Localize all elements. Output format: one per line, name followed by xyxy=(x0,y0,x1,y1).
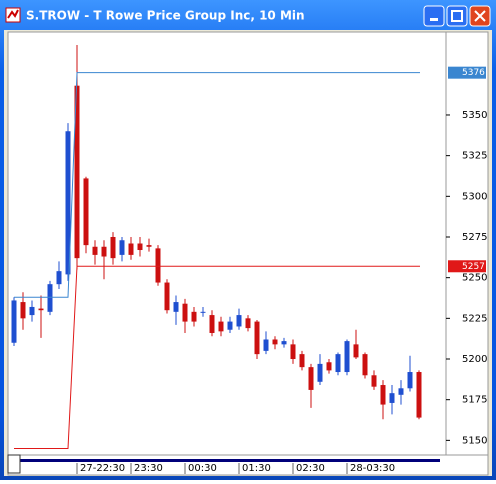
candle-body xyxy=(101,246,107,257)
window-title: S.TROW - T Rowe Price Group Inc, 10 Min xyxy=(26,9,305,23)
candle-body xyxy=(299,354,305,368)
candle-body xyxy=(146,245,152,247)
maximize-button[interactable] xyxy=(446,5,468,27)
window-buttons[interactable] xyxy=(423,5,491,27)
close-glyph xyxy=(474,10,486,22)
candle-body xyxy=(65,131,71,275)
candle-body xyxy=(281,341,287,345)
x-tick-label: 27-22:30 xyxy=(80,463,125,474)
candle-body xyxy=(335,354,341,373)
candle-body xyxy=(191,311,197,322)
plot-area xyxy=(7,31,447,456)
candle-body xyxy=(74,85,80,259)
candle-body xyxy=(110,236,116,259)
price-axis xyxy=(445,31,489,456)
level-label-box xyxy=(448,260,486,273)
candle-body xyxy=(83,178,89,246)
candle-body xyxy=(254,321,260,355)
candle-body xyxy=(353,344,359,358)
y-tick-label: 5175 xyxy=(462,395,487,406)
candle-body xyxy=(164,282,170,311)
maximize-glyph xyxy=(451,10,463,22)
time-scroll-bar[interactable] xyxy=(20,459,440,462)
candle-body xyxy=(380,385,386,405)
candle-body xyxy=(182,303,188,322)
candle-body xyxy=(263,339,269,351)
y-tick-label: 5300 xyxy=(462,191,487,202)
candle-body xyxy=(218,321,224,332)
minimize-button[interactable] xyxy=(423,5,445,27)
level-label-box xyxy=(448,66,486,79)
candle-body xyxy=(245,318,251,329)
level-line xyxy=(14,265,420,449)
level-line xyxy=(14,72,420,298)
y-tick-label: 5275 xyxy=(462,232,487,243)
candle-body xyxy=(11,300,17,343)
candle-body xyxy=(344,341,350,373)
candle-body xyxy=(20,302,26,319)
candle-body xyxy=(137,243,143,251)
candle-body xyxy=(290,344,296,360)
y-tick-label: 5350 xyxy=(462,110,487,121)
level-label: 5376 xyxy=(462,68,485,78)
app-icon-glyph xyxy=(7,9,19,19)
candle-body xyxy=(56,271,62,285)
minimize-glyph xyxy=(430,18,438,21)
candle-body xyxy=(398,388,404,395)
x-tick-label: 28-03:30 xyxy=(350,463,395,474)
candle-body xyxy=(326,362,332,371)
candle-body xyxy=(317,363,323,382)
y-tick-label: 5200 xyxy=(462,354,487,365)
candle-body xyxy=(119,240,125,255)
candle-body xyxy=(200,311,206,313)
x-tick-label: 00:30 xyxy=(188,463,217,474)
y-tick-label: 5250 xyxy=(462,273,487,284)
candle-body xyxy=(308,367,314,390)
candle-body xyxy=(128,243,134,255)
candle-body xyxy=(29,306,35,316)
candle-body xyxy=(155,248,161,283)
candle-body xyxy=(371,375,377,387)
y-tick-label: 5150 xyxy=(462,435,487,446)
candle-body xyxy=(389,393,395,403)
y-tick-label: 5225 xyxy=(462,313,487,324)
candle-body xyxy=(173,302,179,312)
candle-body xyxy=(236,315,242,327)
level-label: 5257 xyxy=(462,262,485,272)
candle-body xyxy=(416,372,422,418)
x-tick-label: 23:30 xyxy=(134,463,163,474)
candle-body xyxy=(38,308,44,311)
candle-body xyxy=(362,354,368,376)
scroll-handle[interactable] xyxy=(7,454,21,474)
y-tick-label: 5325 xyxy=(462,151,487,162)
candle-body xyxy=(227,321,233,330)
candle-body xyxy=(272,339,278,345)
candle-body xyxy=(209,315,215,333)
candle-body xyxy=(92,246,98,255)
candle-body xyxy=(407,372,413,389)
x-tick-label: 01:30 xyxy=(242,463,271,474)
x-tick-label: 02:30 xyxy=(296,463,325,474)
candle-body xyxy=(47,284,53,312)
